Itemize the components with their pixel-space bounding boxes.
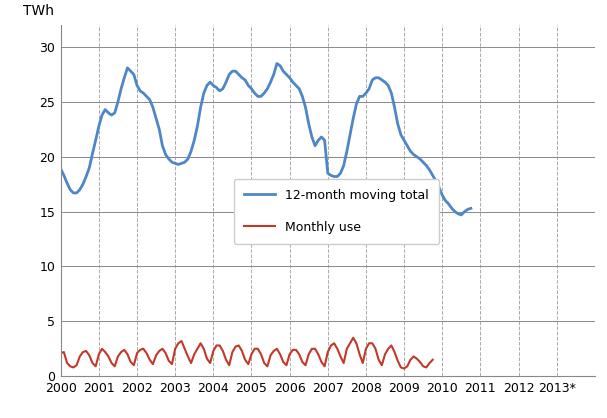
Monthly use — [314, 352, 322, 357]
12-month moving total — [273, 61, 280, 66]
12-month moving total — [381, 79, 388, 84]
12-month moving total — [57, 166, 64, 171]
Monthly use — [57, 351, 64, 356]
Monthly use — [429, 357, 436, 362]
12-month moving total — [330, 174, 337, 179]
Legend: 12-month moving total, Monthly use: 12-month moving total, Monthly use — [234, 179, 439, 244]
Monthly use — [353, 341, 360, 346]
Monthly use — [134, 351, 141, 356]
Line: Monthly use: Monthly use — [61, 338, 433, 369]
12-month moving total — [362, 91, 370, 96]
Line: 12-month moving total: 12-month moving total — [61, 64, 471, 215]
Monthly use — [401, 366, 408, 371]
12-month moving total — [270, 72, 277, 77]
12-month moving total — [458, 212, 465, 217]
Monthly use — [185, 354, 192, 359]
Monthly use — [343, 346, 350, 351]
12-month moving total — [467, 206, 475, 211]
12-month moving total — [232, 69, 239, 74]
Monthly use — [98, 346, 106, 351]
12-month moving total — [168, 160, 175, 165]
Monthly use — [350, 335, 357, 340]
Text: TWh: TWh — [23, 4, 54, 18]
